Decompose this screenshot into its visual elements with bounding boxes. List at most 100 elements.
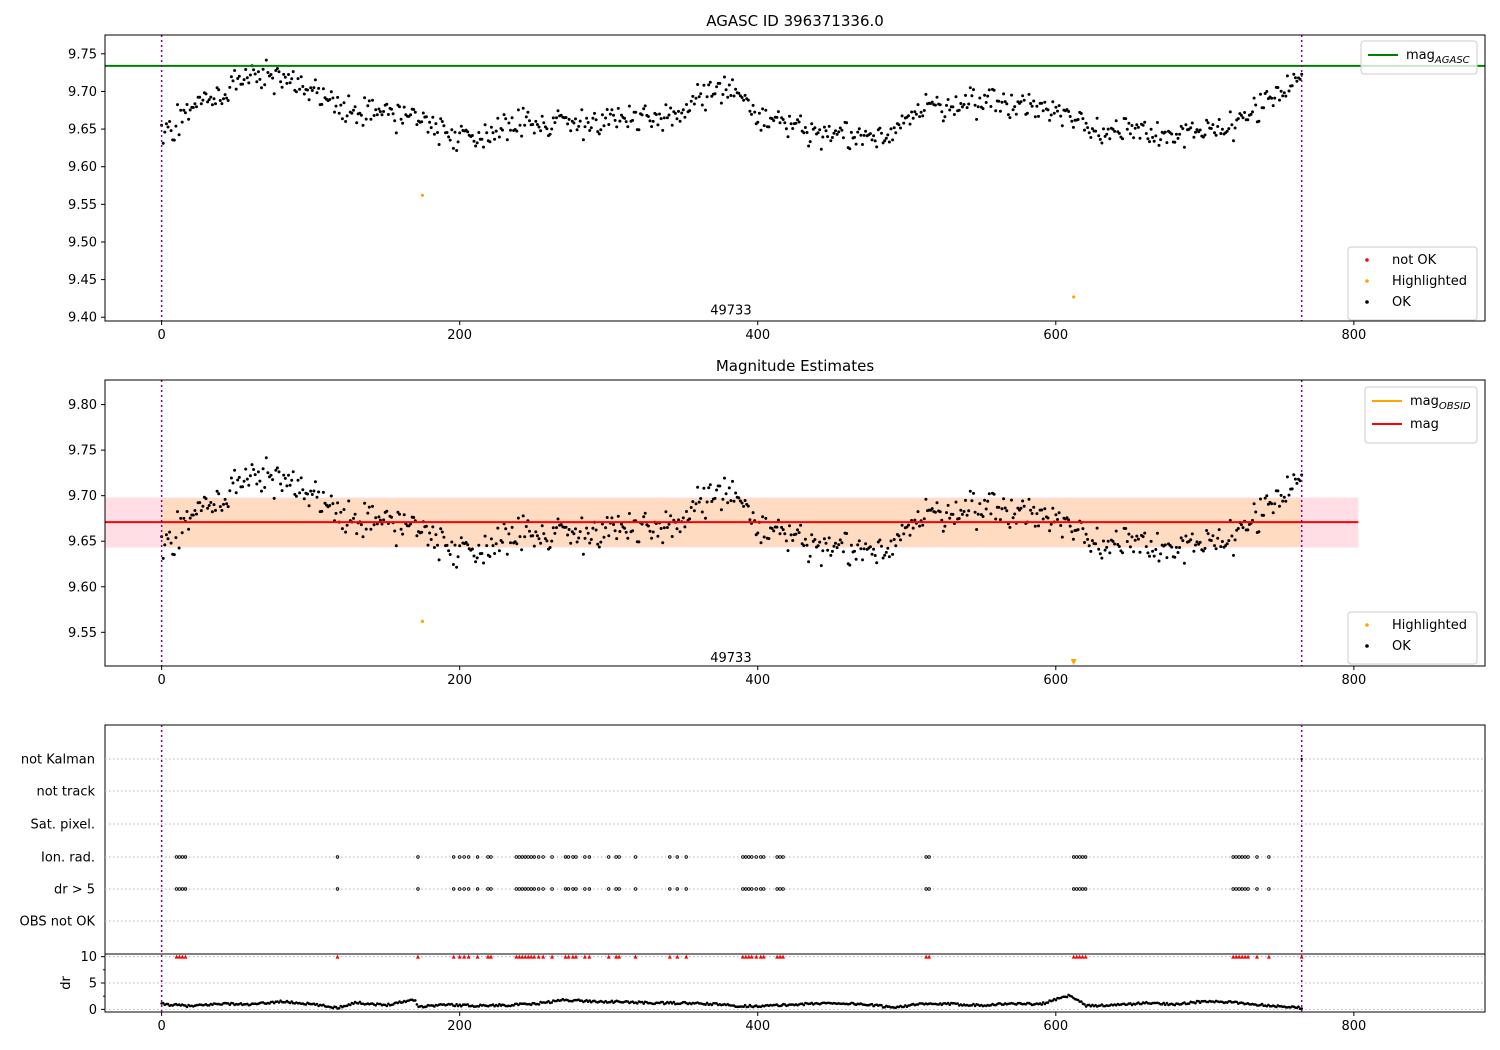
panel1-ok-point bbox=[1141, 123, 1145, 127]
panel1-ok-point bbox=[946, 98, 950, 101]
panel2-ok-point bbox=[589, 538, 593, 541]
panel2-ok-point bbox=[301, 488, 305, 492]
panel1-ok-point bbox=[721, 93, 725, 96]
panel2-ok-point bbox=[543, 537, 547, 541]
panel2-ok-point bbox=[1143, 531, 1147, 535]
panel1-ok-point bbox=[374, 108, 378, 112]
panel1-ok-point bbox=[746, 98, 750, 102]
panel1-ok-point bbox=[161, 141, 165, 145]
panel2-ok-point bbox=[474, 560, 478, 564]
panel2-ok-point bbox=[275, 466, 279, 470]
panel2-ok-point bbox=[204, 497, 208, 501]
panel3-dr-point bbox=[1194, 1001, 1197, 1005]
panel2-ok-point bbox=[466, 543, 470, 547]
panel1-ok-point bbox=[965, 106, 969, 110]
panel3-ion-rad-point bbox=[517, 855, 521, 859]
panel2-ok-point bbox=[313, 480, 317, 484]
panel1-ok-point bbox=[586, 121, 590, 124]
panel1-ok-point bbox=[176, 103, 179, 107]
panel3-ion-rad-point bbox=[684, 855, 688, 859]
panel2-ok-point bbox=[185, 510, 189, 513]
panel2-ok-point bbox=[166, 537, 170, 541]
panel2-ok-point bbox=[648, 529, 652, 533]
panel3-dr-capped-marker bbox=[754, 954, 759, 959]
panel2-ok-point bbox=[742, 504, 746, 508]
panel2-ytick-label: 9.55 bbox=[68, 626, 97, 641]
panel2-ok-point bbox=[699, 497, 703, 500]
panel2-ok-point bbox=[665, 526, 669, 529]
panel2-xtick-label: 400 bbox=[745, 673, 770, 688]
panel3-dr-gt-5-point bbox=[741, 887, 745, 891]
panel2-ok-point bbox=[1290, 487, 1294, 491]
panel3-dr-point bbox=[672, 1000, 676, 1004]
panel2-offscale-marker bbox=[1070, 659, 1077, 665]
panel1-ok-point bbox=[959, 102, 963, 105]
panel1-ok-point bbox=[651, 119, 655, 123]
panel1-ok-point bbox=[813, 126, 817, 130]
panel1-ok-point bbox=[377, 107, 381, 111]
panel2-ok-point bbox=[1098, 552, 1102, 556]
panel2-ok-point bbox=[366, 511, 370, 515]
panel1-ok-point bbox=[799, 114, 803, 118]
panel1-ok-point bbox=[1195, 128, 1199, 132]
panel1-ok-point bbox=[970, 94, 974, 98]
panel2-ok-point bbox=[1141, 535, 1145, 539]
panel1-ok-point bbox=[902, 121, 906, 125]
panel1-xtick-label: 400 bbox=[745, 328, 770, 343]
panel2-ok-point bbox=[656, 534, 660, 538]
panel1-ok-point bbox=[764, 108, 768, 112]
panel1-ok-point bbox=[834, 129, 837, 133]
panel2-ok-point bbox=[290, 478, 294, 482]
panel1-ok-point bbox=[761, 107, 765, 111]
panel2-ok-point bbox=[740, 501, 744, 505]
panel3-dr-gt-5-point bbox=[452, 887, 456, 891]
panel1-ok-point bbox=[166, 125, 170, 129]
panel1-ok-point bbox=[1098, 137, 1102, 141]
panel2-ok-point bbox=[475, 556, 479, 560]
panel2-xtick-label: 0 bbox=[157, 673, 165, 688]
panel1-ok-point bbox=[266, 71, 270, 74]
panel1-ytick-label: 9.60 bbox=[68, 160, 97, 175]
panel3-dr-capped-marker bbox=[532, 954, 537, 959]
panel1-ok-point bbox=[883, 139, 887, 143]
panel1-ok-point bbox=[234, 87, 238, 91]
panel2-ok-point bbox=[540, 524, 544, 528]
panel1-ok-point bbox=[528, 119, 531, 123]
panel1-ok-point bbox=[1090, 127, 1094, 131]
panel3-dr-gt-5-point bbox=[416, 887, 420, 891]
panel3-dr-capped-marker bbox=[1266, 954, 1271, 959]
panel1-ok-point bbox=[1094, 129, 1098, 133]
panel1-ok-point bbox=[816, 131, 820, 135]
panel2-ok-point bbox=[258, 479, 262, 483]
panel2-ok-point bbox=[494, 542, 498, 546]
panel3-ion-rad-point bbox=[566, 855, 571, 859]
panel2-ok-point bbox=[436, 543, 439, 547]
panel1-ok-point bbox=[572, 121, 576, 125]
panel2-ok-point bbox=[1216, 536, 1220, 540]
panel2-ok-point bbox=[1232, 553, 1235, 557]
panel1-ok-point bbox=[1089, 136, 1093, 139]
panel1-ok-point bbox=[312, 86, 316, 90]
panel2-ok-point bbox=[578, 530, 582, 534]
panel2-legend-label: OK bbox=[1392, 639, 1411, 654]
panel2-ok-point bbox=[1111, 539, 1115, 543]
panel1-ok-point bbox=[436, 131, 439, 134]
panel1-ok-point bbox=[637, 128, 641, 132]
panel1-ok-point bbox=[821, 135, 825, 139]
panel1-ok-point bbox=[919, 110, 923, 114]
panel1-ok-point bbox=[715, 85, 719, 89]
panel2-ok-point bbox=[447, 549, 451, 553]
panel1-ok-point bbox=[759, 128, 763, 132]
panel2-ok-point bbox=[298, 491, 302, 495]
panel1-ok-point bbox=[333, 110, 336, 114]
panel2-ok-point bbox=[369, 527, 373, 531]
panel1-ok-point bbox=[432, 132, 436, 136]
panel2-ok-point bbox=[307, 504, 311, 508]
panel1-obsid-annotation: 49733 bbox=[710, 303, 751, 318]
panel1-ok-point bbox=[437, 143, 441, 146]
panel1-ok-point bbox=[770, 117, 774, 121]
panel2-ok-point bbox=[212, 503, 216, 507]
panel2-ok-point bbox=[450, 540, 454, 544]
panel2-ok-point bbox=[523, 535, 527, 539]
panel2-ok-point bbox=[819, 564, 823, 568]
